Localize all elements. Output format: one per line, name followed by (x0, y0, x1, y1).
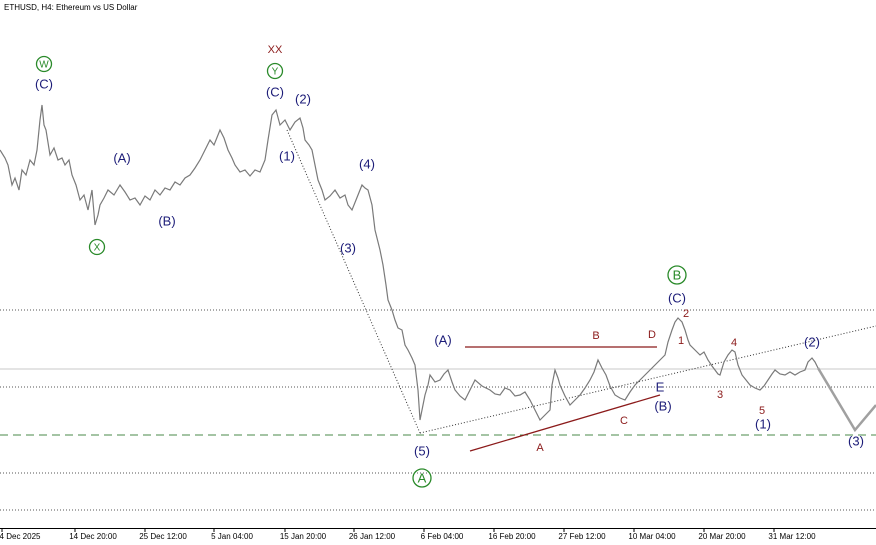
wave-label: E (656, 379, 665, 394)
wave-label: D (648, 329, 656, 341)
wave-label: (A) (434, 332, 451, 347)
wave-label: W (39, 60, 49, 71)
wave-label: A (418, 470, 427, 485)
wave-circle (266, 62, 284, 80)
wave-label: (2) (295, 91, 311, 106)
x-tick-label: 20 Mar 20:00 (698, 532, 746, 541)
wave-label: (C) (266, 84, 284, 99)
x-tick-label: 14 Dec 20:00 (69, 532, 117, 541)
wave-label: A (536, 442, 544, 454)
wave-label: 3 (717, 389, 723, 401)
wave-label: Y (272, 67, 279, 78)
wave-label: B (592, 330, 599, 342)
wave-label: (5) (414, 443, 430, 458)
triangle-line (469, 394, 661, 452)
trend-line (419, 325, 876, 434)
wave-label: (1) (279, 148, 295, 163)
wave-circle (412, 468, 432, 488)
wave-label: C (620, 415, 628, 427)
wave-label: B (673, 267, 682, 282)
wave-circle (88, 238, 106, 256)
x-tick-label: 31 Mar 12:00 (768, 532, 816, 541)
x-tick-label: 26 Jan 12:00 (349, 532, 396, 541)
wave-circle (667, 265, 687, 285)
wave-label: (A) (113, 150, 130, 165)
x-tick-label: 10 Mar 04:00 (628, 532, 676, 541)
x-tick-label: 15 Jan 20:00 (280, 532, 327, 541)
wave-circle (35, 55, 53, 73)
x-tick-label: 16 Feb 20:00 (488, 532, 536, 541)
chart-title: ETHUSD, H4: Ethereum vs US Dollar (4, 3, 138, 12)
wave-label: 2 (683, 308, 689, 320)
wave-label: (B) (654, 398, 671, 413)
wave-label: (3) (340, 240, 356, 255)
wave-label: (2) (804, 334, 820, 349)
wave-label: (4) (359, 156, 375, 171)
trend-line (286, 129, 421, 434)
x-tick-label: 6 Feb 04:00 (421, 532, 464, 541)
wave-label: 4 (731, 337, 737, 349)
wave-label: 1 (678, 335, 684, 347)
plot-area (0, 0, 876, 528)
wave-label: (C) (35, 76, 53, 91)
wave-label: (3) (848, 433, 864, 448)
wave-label: (1) (755, 416, 771, 431)
wave-label: (B) (158, 213, 175, 228)
wave-label: 5 (759, 405, 765, 417)
projection-path (816, 367, 876, 433)
x-tick-label: 5 Jan 04:00 (211, 532, 253, 541)
wave-label: (C) (668, 290, 686, 305)
price-curve (0, 104, 819, 422)
x-tick-label: 27 Feb 12:00 (558, 532, 606, 541)
x-tick-label: 4 Dec 2025 (0, 532, 41, 541)
x-tick-label: 25 Dec 12:00 (139, 532, 187, 541)
wave-label: X (94, 243, 101, 254)
wave-label: XX (268, 44, 283, 56)
